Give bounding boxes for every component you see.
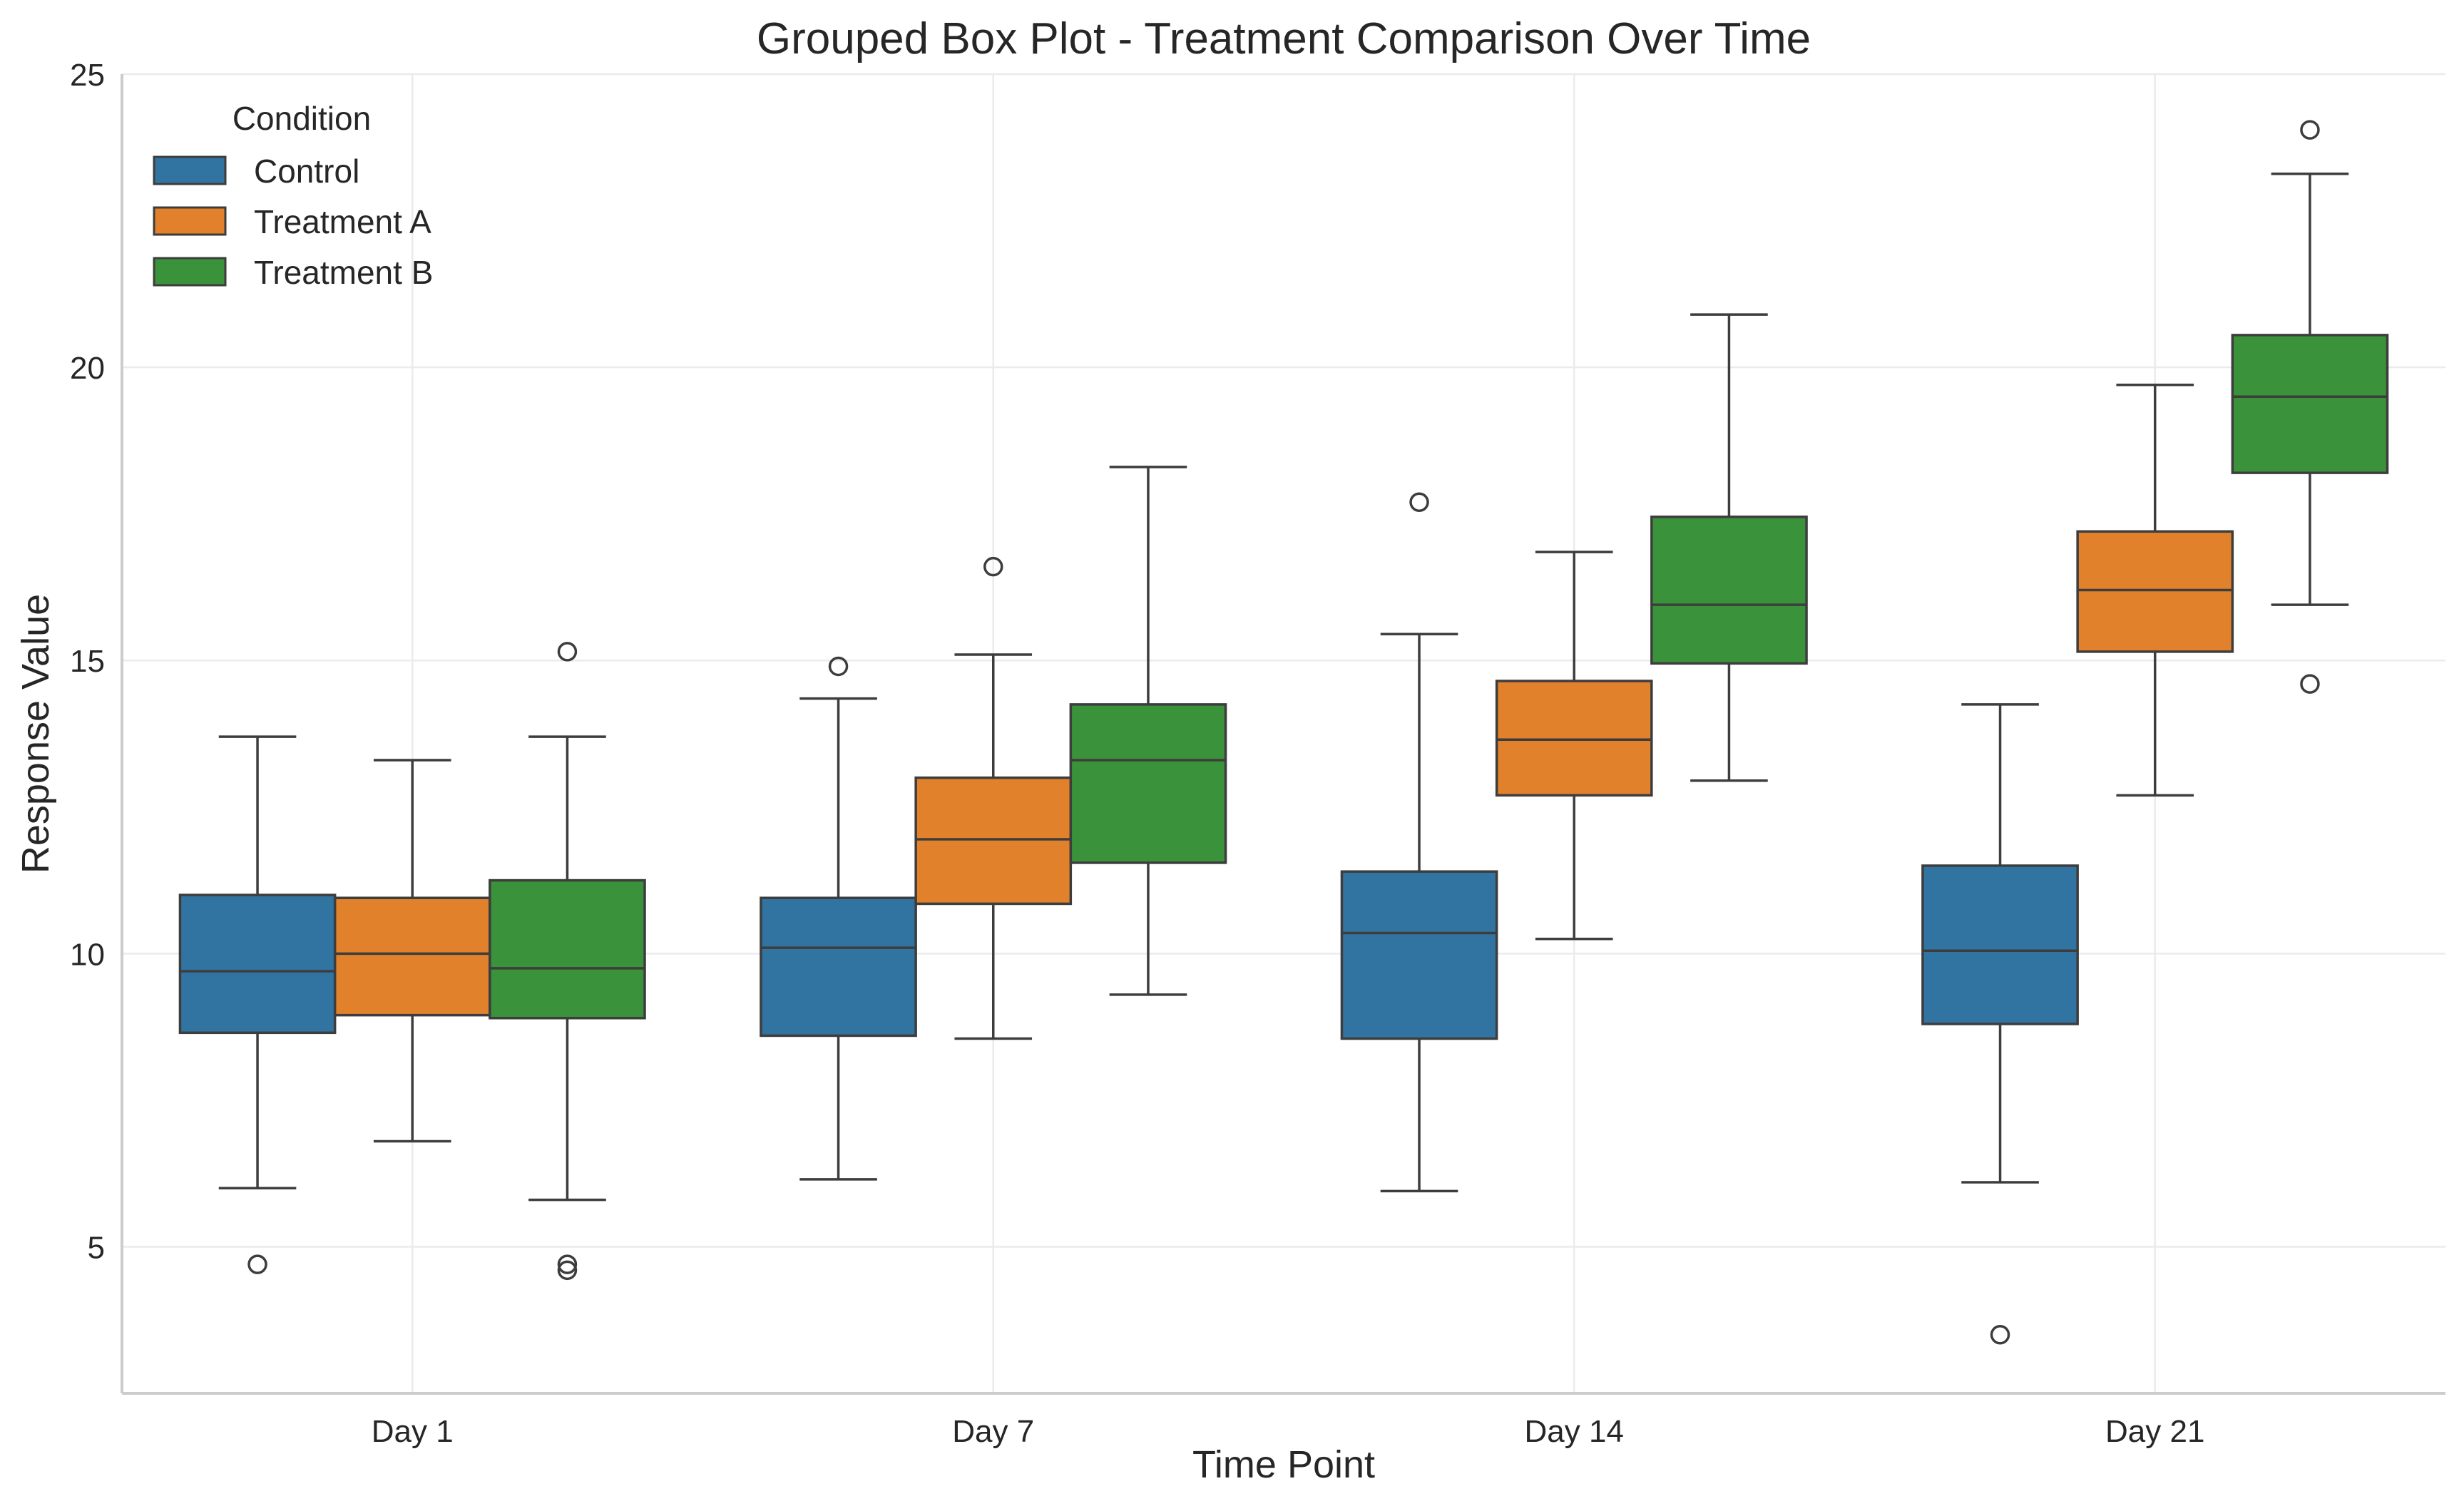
y-tick-label: 20: [70, 351, 105, 386]
box-group: [760, 656, 917, 1181]
x-tick-label: Day 1: [372, 1414, 454, 1449]
x-tick-label: Day 14: [1525, 1414, 1624, 1449]
outlier-point: [247, 1254, 267, 1274]
box-iqr: [178, 893, 337, 1035]
outlier-point: [557, 1260, 578, 1281]
legend-swatch: [153, 257, 227, 287]
box-iqr: [1069, 703, 1227, 864]
box-iqr: [2076, 530, 2234, 653]
outlier-point: [2300, 120, 2320, 140]
box-group: [1650, 313, 1808, 782]
legend-label: Treatment B: [254, 254, 433, 291]
legend-label: Treatment A: [254, 203, 431, 240]
outlier-point: [557, 1254, 578, 1274]
legend-item: Control: [153, 153, 359, 190]
box-group: [178, 735, 337, 1274]
legend-title: Condition: [232, 100, 371, 137]
box-group: [1921, 703, 2079, 1345]
outlier-point: [557, 642, 578, 662]
y-tick-label: 5: [88, 1230, 105, 1265]
y-tick-label: 15: [70, 644, 105, 679]
legend: Condition Control Treatment A Treatment B: [153, 100, 433, 291]
box-group: [489, 642, 646, 1281]
y-tick-label: 10: [70, 937, 105, 972]
x-tick-label: Day 21: [2105, 1414, 2204, 1449]
grid-layer: [122, 73, 2445, 1393]
tick-labels-layer: 5 10 15 20 25 Day 1 Day 7 Day 14 Day 21: [70, 58, 2204, 1449]
outlier-point: [1409, 492, 1429, 512]
axes-spines: [121, 74, 2445, 1395]
box-group: [2076, 384, 2234, 797]
box-iqr: [760, 896, 917, 1038]
legend-item: Treatment B: [153, 254, 433, 291]
box-iqr: [914, 776, 1073, 906]
box-group: [1340, 492, 1498, 1193]
legend-swatch: [153, 155, 227, 185]
box-group: [333, 759, 491, 1143]
x-axis-label: Time Point: [1192, 1443, 1375, 1486]
y-tick-label: 25: [70, 58, 105, 93]
outlier-point: [2300, 674, 2320, 694]
boxes-layer: [178, 120, 2389, 1345]
outlier-point: [983, 556, 1003, 577]
legend-items: Control Treatment A Treatment B: [153, 153, 433, 291]
box-group: [1069, 466, 1227, 996]
outlier-point: [1990, 1325, 2010, 1345]
box-iqr: [2231, 334, 2389, 474]
legend-swatch: [153, 206, 227, 236]
y-axis-label: Response Value: [14, 594, 57, 874]
box-group: [2231, 120, 2389, 694]
box-iqr: [1340, 870, 1498, 1040]
x-tick-label: Day 7: [952, 1414, 1034, 1449]
legend-label: Control: [254, 153, 359, 190]
box-group: [1495, 550, 1653, 941]
box-iqr: [489, 879, 646, 1020]
outlier-point: [828, 656, 849, 677]
box-iqr: [333, 896, 491, 1017]
chart-title: Grouped Box Plot - Treatment Comparison …: [757, 14, 1811, 63]
legend-item: Treatment A: [153, 203, 431, 240]
box-iqr: [1495, 680, 1653, 797]
box-iqr: [1650, 516, 1808, 665]
box-iqr: [1921, 864, 2079, 1025]
